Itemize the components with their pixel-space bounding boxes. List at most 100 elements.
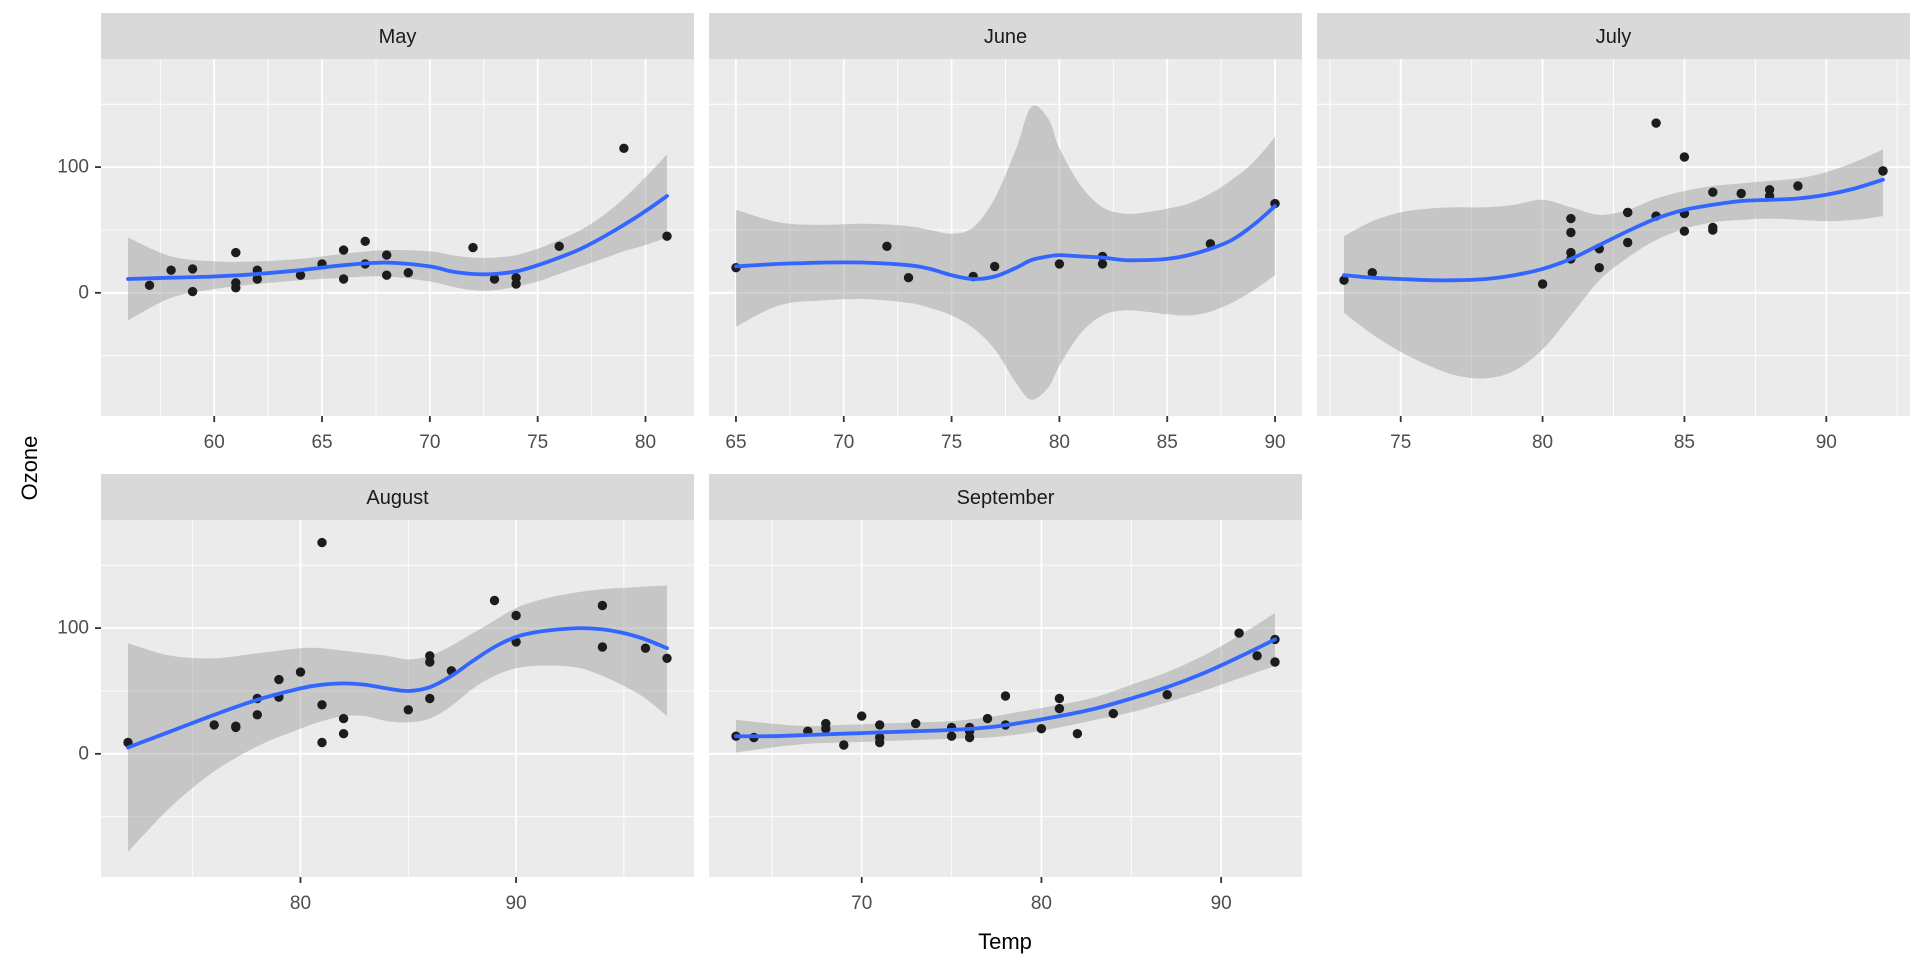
confidence-band-august (128, 585, 667, 852)
data-point (1764, 185, 1775, 195)
x-tick-label: 80 (1532, 432, 1553, 453)
data-point (857, 711, 867, 721)
facet-july: July 75 80 85 90 (1317, 13, 1910, 453)
data-point (619, 143, 629, 153)
x-tick-label: 70 (833, 432, 854, 453)
facet-strip-august (101, 474, 694, 520)
x-tick-label: 65 (311, 432, 332, 453)
data-point (1878, 166, 1888, 176)
data-point (1072, 729, 1083, 739)
data-point (231, 247, 241, 258)
x-tick-label: 60 (204, 432, 225, 453)
data-point (425, 657, 435, 667)
data-point (338, 713, 349, 724)
x-tick-label: 90 (1264, 432, 1285, 453)
confidence-band-july (1344, 149, 1883, 379)
data-point (1623, 237, 1633, 248)
data-point (1594, 263, 1605, 273)
data-point (489, 595, 500, 606)
data-point (1651, 118, 1661, 128)
y-tick-label: 0 (78, 743, 89, 764)
facet-strip-june (709, 13, 1302, 59)
x-tick-label: 75 (1390, 432, 1411, 453)
loess-line-september (734, 637, 1277, 739)
facet-august: August 80 90 0 100 (57, 474, 694, 914)
x-tick-label: 90 (1211, 893, 1232, 914)
data-point (1000, 691, 1011, 701)
data-point (839, 740, 849, 750)
data-point (1566, 227, 1576, 238)
data-point (317, 537, 327, 548)
data-point (231, 283, 241, 293)
facet-strip-may (101, 13, 694, 59)
data-point (1108, 708, 1119, 719)
data-point (425, 693, 435, 704)
data-point (597, 600, 608, 611)
loess-line-june (734, 204, 1277, 281)
data-point (875, 732, 885, 743)
data-point (382, 250, 392, 260)
data-point (903, 273, 914, 283)
data-point (1054, 693, 1065, 704)
data-point (274, 674, 284, 685)
data-point (990, 261, 1000, 272)
x-tick-label: 75 (941, 432, 962, 453)
data-point (1708, 187, 1718, 197)
data-point (338, 245, 349, 255)
data-point (468, 242, 478, 253)
data-point (295, 270, 306, 280)
y-tick-label: 100 (57, 157, 89, 178)
x-tick-label: 70 (851, 893, 872, 914)
x-tick-label: 85 (1674, 432, 1695, 453)
data-point (911, 718, 921, 729)
facet-strip-september (709, 474, 1302, 520)
data-point (489, 274, 500, 284)
data-point (1097, 259, 1108, 269)
x-tick-label: 80 (1031, 893, 1052, 914)
x-axis-title: Temp (978, 929, 1032, 954)
data-point (946, 731, 957, 741)
data-point (1054, 259, 1065, 269)
facet-may: May 60 65 70 75 80 0 100 (57, 13, 694, 453)
data-point (187, 264, 198, 274)
x-tick-label: 80 (635, 432, 656, 453)
facet-strip-label-may: May (379, 26, 417, 48)
facet-strip-label-june: June (984, 26, 1027, 48)
data-point (1679, 152, 1690, 162)
data-point (1793, 181, 1803, 191)
data-point (1339, 275, 1349, 285)
data-point (554, 241, 564, 251)
panel-background-may (101, 59, 694, 416)
y-tick-label: 0 (78, 282, 89, 303)
data-point (295, 667, 306, 677)
data-point (1623, 207, 1633, 218)
panel-background-august (101, 520, 694, 877)
data-point (187, 286, 198, 297)
data-point (317, 700, 327, 710)
facet-september: September 70 80 90 (709, 474, 1302, 914)
data-point (1234, 628, 1244, 638)
confidence-band-june (736, 105, 1275, 400)
facet-strip-label-august: August (366, 487, 429, 509)
x-tick-label: 70 (419, 432, 440, 453)
data-point (252, 274, 262, 284)
x-tick-label: 90 (506, 893, 527, 914)
x-tick-label: 75 (527, 432, 548, 453)
data-point (252, 710, 262, 720)
loess-line-august (126, 626, 669, 750)
facet-june: June 65 70 75 80 85 90 (709, 13, 1302, 453)
data-point (209, 720, 219, 730)
facet-strip-label-september: September (957, 487, 1055, 509)
x-tick-label: 80 (290, 893, 311, 914)
data-point (662, 653, 672, 663)
y-axis-title: Ozone (17, 435, 42, 501)
data-point (1162, 690, 1172, 700)
data-point (875, 720, 885, 730)
data-point (403, 705, 413, 715)
data-point (338, 729, 349, 739)
loess-line-may (126, 194, 669, 281)
data-point (640, 643, 651, 653)
data-point (1679, 226, 1690, 236)
